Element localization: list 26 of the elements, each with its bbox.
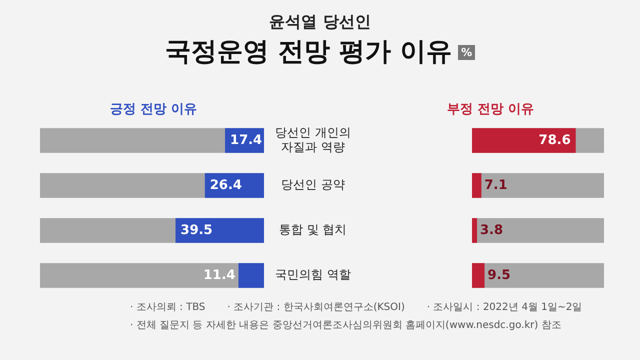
- bar: [204, 173, 264, 198]
- text: · 조사일시 : 2022년 4월 1일~2일: [426, 301, 582, 314]
- text: 윤석열 당선인: [268, 12, 372, 33]
- text: · 조사의뢰 : TBS: [130, 301, 206, 314]
- data-label: 39.5: [180, 222, 213, 238]
- data-label: 17.4: [230, 132, 262, 148]
- text: %: [458, 45, 476, 60]
- chart-title: 긍정 전망 이유: [109, 101, 198, 118]
- y-tick-label: 당선인 개인의 자질과 역량: [274, 125, 351, 154]
- y-tick-label: 통합 및 협치: [279, 222, 347, 237]
- y-tick-label: 당선인 공약: [280, 178, 345, 192]
- y-tick-label: 국민의힘 역할: [274, 268, 351, 282]
- data-label: 78.6: [538, 132, 571, 148]
- chart-title: 부정 전망 이유: [446, 101, 535, 118]
- text: · 조사기관 : 한국사회여론연구소(KSOI): [227, 301, 405, 314]
- text: · 전체 질문지 등 자세한 내용은 중앙선거여론조사심의위원회 홈페이지(www.nesdc.go.kr) 참조: [130, 320, 562, 331]
- bar: [238, 263, 264, 288]
- text: 국정운영 전망 평가 이유: [164, 37, 452, 67]
- data-label: 26.4: [210, 178, 242, 193]
- data-label: 9.5: [488, 268, 511, 283]
- data-label: 11.4: [203, 268, 236, 283]
- bar: [472, 173, 482, 198]
- data-label: 3.8: [480, 222, 504, 238]
- data-label: 7.1: [484, 178, 508, 193]
- bar: [472, 218, 478, 243]
- bar: [472, 263, 485, 288]
